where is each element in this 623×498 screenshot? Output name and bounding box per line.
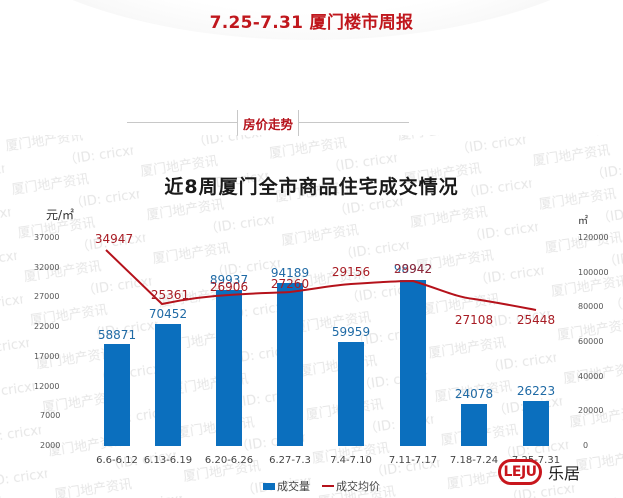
volume-bar — [338, 342, 364, 446]
watermark-background: 厦门地产资讯 （ID: cricxm） — [0, 135, 623, 498]
volume-bar — [216, 290, 242, 446]
x-axis-category: 6.27-7.3 — [269, 455, 311, 466]
volume-bar — [461, 404, 487, 446]
x-axis-category: 6.13-6.19 — [143, 455, 193, 466]
leju-name: 乐居 — [548, 464, 581, 483]
report-title: 7.25-7.31 厦门楼市周报 — [209, 13, 414, 33]
volume-bar — [155, 324, 181, 446]
right-axis-tick: 0 — [583, 441, 589, 450]
right-axis-tick: 120000 — [578, 233, 609, 242]
legend-item-volume: 成交量 — [263, 478, 310, 494]
price-value-label: 29942 — [393, 262, 433, 276]
price-value-label: 29156 — [331, 265, 371, 279]
chart-legend: 成交量 成交均价 — [263, 478, 380, 494]
x-axis-category: 7.18-7.24 — [449, 455, 499, 466]
section-divider-tick-right — [298, 110, 299, 136]
left-axis-tick: 22000 — [34, 322, 60, 331]
volume-bar — [277, 283, 303, 446]
volume-value-label: 59959 — [331, 325, 371, 339]
legend-label: 成交量 — [277, 480, 310, 493]
price-value-label: 25361 — [150, 288, 190, 302]
left-axis-tick: 32000 — [34, 263, 60, 272]
volume-bar — [104, 344, 130, 446]
right-axis-tick: 100000 — [578, 268, 609, 277]
legend-label: 成交均价 — [336, 480, 380, 493]
left-axis-unit: 元/㎡ — [46, 208, 75, 222]
left-axis-tick: 12000 — [34, 382, 60, 391]
left-axis-tick: 7000 — [40, 411, 61, 420]
right-axis-tick: 40000 — [578, 372, 604, 381]
volume-value-label: 89937 — [209, 273, 249, 287]
bar-swatch-icon — [263, 482, 275, 490]
x-axis-category: 7.11-7.17 — [388, 455, 438, 466]
volume-value-label: 24078 — [454, 387, 494, 401]
price-value-label: 26906 — [209, 280, 249, 294]
section-heading: 房价走势 — [242, 117, 293, 132]
volume-value-label: 94189 — [270, 266, 310, 280]
line-swatch-icon — [322, 485, 334, 487]
section-divider-tick-left — [237, 110, 238, 136]
price-value-label: 25448 — [516, 313, 556, 327]
volume-value-label: 98942 — [393, 262, 433, 276]
price-value-label: 27108 — [454, 313, 494, 327]
x-axis-category: 6.6-6.12 — [96, 455, 138, 466]
volume-bar — [523, 401, 549, 446]
section-divider-right — [299, 122, 409, 123]
left-axis-tick: 2000 — [40, 441, 61, 450]
right-axis-tick: 60000 — [578, 337, 604, 346]
section-divider-left — [127, 122, 237, 123]
report-header: 7.25-7.31 厦门楼市周报 — [0, 0, 623, 40]
volume-value-label: 70452 — [148, 307, 188, 321]
leju-logo: LEJU 乐居 — [498, 459, 580, 485]
x-axis-category: 6.20-6.26 — [204, 455, 254, 466]
chart-title: 近8周厦门全市商品住宅成交情况 — [164, 176, 459, 198]
price-value-label: 34947 — [94, 232, 134, 246]
left-axis-tick: 37000 — [34, 233, 60, 242]
volume-value-label: 26223 — [516, 384, 556, 398]
x-axis-category: 7.4-7.10 — [330, 455, 372, 466]
leju-badge-icon: LEJU — [498, 459, 542, 485]
left-axis-tick: 17000 — [34, 352, 60, 361]
right-axis-unit: ㎡ — [578, 216, 588, 227]
volume-value-label: 58871 — [97, 328, 137, 342]
legend-item-price: 成交均价 — [322, 478, 380, 494]
right-axis-tick: 20000 — [578, 406, 604, 415]
right-axis-tick: 80000 — [578, 302, 604, 311]
price-value-label: 27260 — [270, 277, 310, 291]
volume-bar — [400, 280, 426, 446]
left-axis-tick: 27000 — [34, 292, 60, 301]
